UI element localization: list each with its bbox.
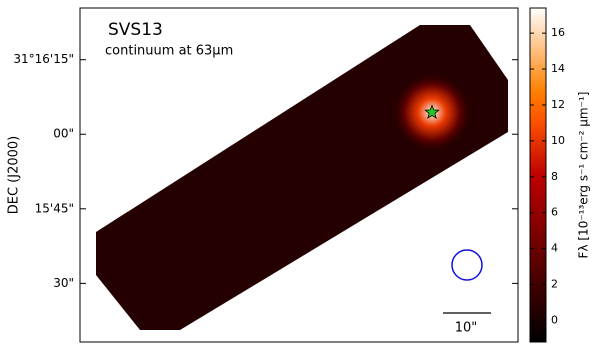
colorbar-tick-label: 0 xyxy=(551,313,558,326)
colorbar-label: Fλ [10⁻¹³erg s⁻¹ cm⁻² μm⁻¹] xyxy=(577,92,591,259)
scale-bar-label: 10" xyxy=(455,321,478,336)
colorbar-tick-label: 6 xyxy=(551,206,558,219)
y-tick-label: 00" xyxy=(53,127,74,141)
chart-title: SVS13 xyxy=(108,20,163,40)
colorbar-tick-label: 4 xyxy=(551,242,558,255)
y-tick-label: 31°16'15" xyxy=(13,52,74,66)
colorbar-tick-label: 10 xyxy=(551,134,565,147)
colorbar-tick-label: 2 xyxy=(551,278,558,291)
y-tick-label: 30" xyxy=(53,276,74,290)
source-marker xyxy=(424,104,440,119)
y-axis-label: DEC (J2000) xyxy=(7,136,22,215)
beam xyxy=(451,249,483,281)
colorbar xyxy=(529,7,547,343)
subtitle: continuum at 63μm xyxy=(105,44,233,59)
colorbar-tick-label: 12 xyxy=(551,98,565,111)
colorbar-tick-label: 16 xyxy=(551,26,565,39)
colorbar-tick-label: 8 xyxy=(551,170,558,183)
colorbar-tick-label: 14 xyxy=(551,62,565,75)
y-tick-label: 15'45" xyxy=(35,201,74,215)
